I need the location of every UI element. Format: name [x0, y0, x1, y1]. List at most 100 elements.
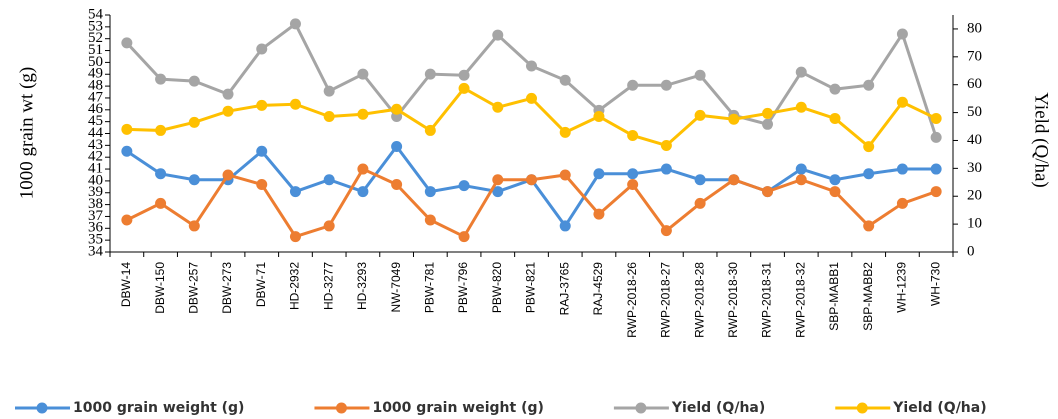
y-tick-label: 47: [88, 89, 104, 105]
y-tick-label: 52: [88, 30, 103, 46]
data-point: [694, 197, 706, 209]
legend-item: 1000 grain weight (g): [15, 400, 244, 416]
data-point: [829, 112, 841, 124]
x-tick-label: PBW-821: [524, 262, 538, 313]
data-point: [728, 174, 740, 186]
x-tick-label: SBP-MABB2: [861, 262, 875, 331]
x-tick-label: DBW-14: [119, 262, 133, 307]
legend-marker: [335, 402, 347, 414]
legend-item: Yield (Q/ha): [835, 400, 987, 416]
y-tick-label: 42: [88, 149, 103, 165]
x-tick-label: HD-2932: [288, 262, 302, 310]
data-point: [829, 83, 841, 95]
y2-tick-label: 0: [967, 243, 975, 259]
data-point: [930, 186, 942, 198]
data-point: [660, 79, 672, 91]
data-point: [391, 141, 403, 153]
x-tick-label: DBW-273: [220, 262, 234, 314]
data-point: [896, 163, 908, 175]
x-tick-label: RWP-2018-32: [793, 262, 807, 338]
data-point: [424, 68, 436, 80]
data-point: [694, 69, 706, 81]
data-point: [526, 92, 537, 104]
data-point: [593, 168, 605, 180]
data-point: [526, 60, 537, 72]
x-tick-label: RWP-2018-26: [625, 262, 639, 338]
data-point: [155, 73, 167, 85]
data-point: [930, 112, 942, 124]
y-tick-label: 50: [88, 54, 103, 70]
y2-tick-label: 60: [967, 76, 982, 92]
data-point: [458, 231, 470, 243]
y-axis-label: 1000 grain wt (g): [16, 67, 37, 199]
y2-tick-label: 50: [967, 104, 982, 120]
y-tick-label: 49: [88, 66, 103, 82]
y-tick-label: 48: [88, 78, 103, 94]
y-tick-label: 51: [88, 42, 103, 58]
data-point: [728, 113, 740, 125]
data-point: [357, 68, 369, 80]
data-point: [930, 131, 942, 143]
x-tick-label: PBW-781: [423, 262, 437, 313]
data-point: [222, 105, 234, 117]
data-point: [323, 174, 335, 186]
x-tick-label: DBW-71: [254, 262, 268, 307]
data-point: [121, 37, 133, 49]
data-point: [559, 169, 571, 181]
data-point: [762, 107, 774, 119]
data-point: [121, 214, 133, 226]
legend-marker: [36, 402, 48, 414]
data-point: [121, 123, 133, 135]
y-tick-label: 44: [88, 125, 104, 141]
data-point: [559, 126, 571, 138]
data-point: [863, 141, 875, 153]
data-point: [762, 186, 774, 198]
data-point: [829, 174, 841, 186]
data-point: [256, 145, 268, 157]
data-point: [526, 174, 537, 186]
data-point: [155, 124, 167, 136]
x-tick-label: DBW-257: [186, 262, 200, 314]
x-tick-label: RAJ-3765: [557, 262, 571, 316]
data-point: [256, 178, 268, 190]
y2-tick-label: 10: [967, 216, 982, 232]
data-point: [222, 88, 234, 100]
y-tick-label: 39: [88, 184, 103, 200]
data-point: [155, 168, 167, 180]
legend-label: Yield (Q/ha): [671, 400, 765, 416]
data-point: [424, 214, 436, 226]
y-tick-label: 45: [88, 113, 103, 129]
legend-label: 1000 grain weight (g): [73, 400, 244, 416]
y-tick-label: 35: [88, 232, 103, 248]
data-point: [424, 124, 436, 136]
legend-label: 1000 grain weight (g): [372, 400, 543, 416]
data-point: [795, 66, 807, 78]
y-tick-label: 34: [88, 243, 104, 259]
data-point: [188, 75, 200, 87]
y2-tick-label: 80: [967, 20, 982, 36]
data-point: [863, 79, 875, 91]
x-tick-label: PBW-796: [456, 262, 470, 313]
data-point: [795, 174, 807, 186]
data-point: [863, 168, 875, 180]
data-point: [593, 208, 605, 220]
x-tick-label: WH-730: [928, 262, 942, 306]
data-point: [357, 163, 369, 175]
data-point: [188, 174, 200, 186]
x-tick-label: SBP-MABB1: [827, 262, 841, 331]
data-point: [930, 163, 942, 175]
data-point: [896, 28, 908, 40]
data-point: [627, 168, 639, 180]
data-point: [289, 18, 301, 30]
x-tick-label: RWP-2018-28: [692, 262, 706, 338]
data-point: [660, 225, 672, 237]
legend-marker: [635, 402, 647, 414]
data-point: [188, 220, 200, 232]
data-point: [492, 186, 504, 198]
data-point: [492, 174, 504, 186]
data-point: [896, 197, 908, 209]
data-point: [391, 103, 403, 115]
x-tick-label: DBW-150: [153, 262, 167, 314]
data-point: [357, 108, 369, 120]
